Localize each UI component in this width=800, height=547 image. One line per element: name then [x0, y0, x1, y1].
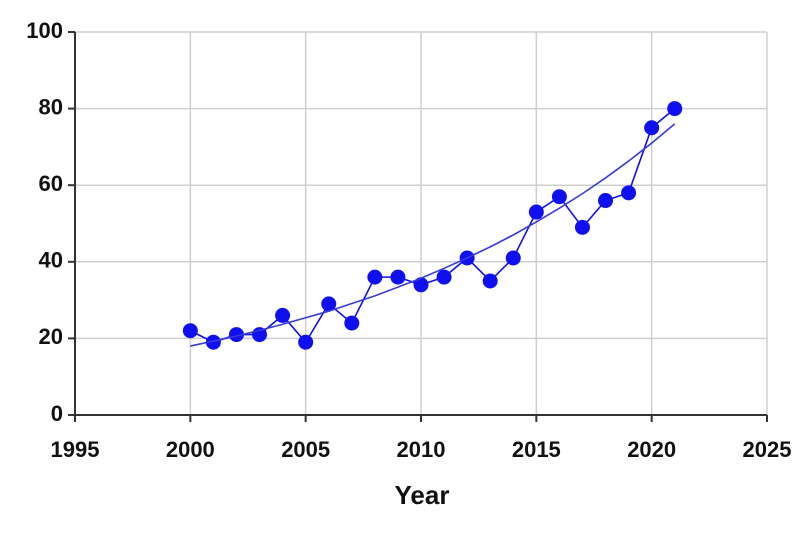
y-tick-label: 60 [39, 171, 63, 196]
data-line [189, 107, 676, 344]
data-point [574, 219, 590, 235]
y-tick-label: 20 [39, 324, 63, 349]
data-point [413, 277, 429, 293]
trend-line [190, 123, 676, 347]
y-tick-label: 80 [39, 94, 63, 119]
data-point [436, 269, 452, 285]
data-point [667, 101, 683, 117]
data-point [182, 323, 198, 339]
y-tick-label: 100 [26, 18, 63, 43]
data-point [367, 269, 383, 285]
data-point [528, 204, 544, 220]
x-tick-label: 2010 [397, 437, 446, 462]
y-tick-label: 40 [39, 248, 63, 273]
x-tick-label: 2020 [627, 437, 676, 462]
x-axis-label: Year [395, 480, 450, 510]
x-tick-label: 2005 [281, 437, 330, 462]
data-point [621, 185, 637, 201]
data-point [482, 273, 498, 289]
data-point [505, 250, 521, 266]
data-point [598, 193, 614, 209]
x-tick-label: 2015 [512, 437, 561, 462]
data-point [644, 120, 660, 136]
x-tick-label: 2000 [166, 437, 215, 462]
data-point [275, 307, 291, 323]
y-tick-label: 0 [51, 401, 63, 426]
x-tick-label: 1995 [51, 437, 100, 462]
data-point [228, 327, 244, 343]
data-point [344, 315, 360, 331]
data-point [298, 334, 314, 350]
data-point [321, 296, 337, 312]
data-point [205, 334, 221, 350]
data-point [390, 269, 406, 285]
data-point [551, 189, 567, 205]
x-tick-label: 2025 [743, 437, 792, 462]
